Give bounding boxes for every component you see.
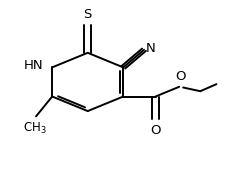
Text: S: S bbox=[84, 8, 92, 21]
Text: CH$_3$: CH$_3$ bbox=[23, 121, 47, 136]
Text: HN: HN bbox=[24, 59, 44, 72]
Text: N: N bbox=[145, 42, 155, 55]
Text: O: O bbox=[175, 70, 186, 83]
Text: O: O bbox=[150, 124, 161, 137]
